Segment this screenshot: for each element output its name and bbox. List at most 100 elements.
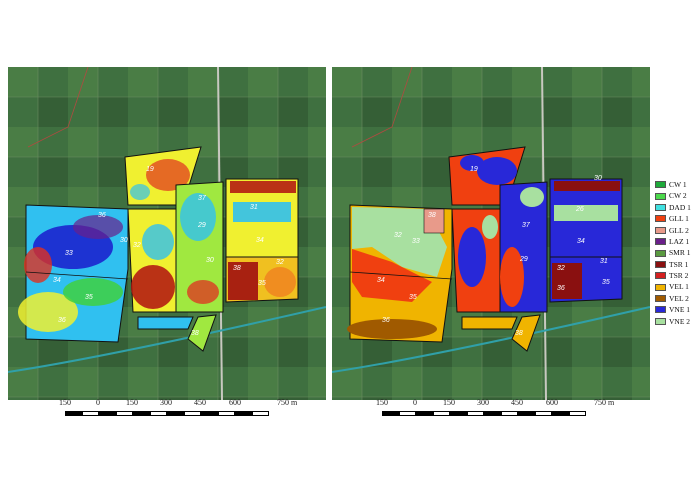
legend-item: TSR 1 <box>655 259 699 270</box>
legend-swatch <box>655 283 666 291</box>
zone-vne1 <box>460 155 484 171</box>
zone-label: 26 <box>575 206 584 213</box>
field-38 <box>511 314 541 352</box>
legend-swatch <box>655 317 666 325</box>
zone-vne2 <box>520 187 544 207</box>
legend-swatch <box>655 238 666 246</box>
vegetation-index-map: 19 30 32 33 34 35 36 37 38 29 30 31 32 34 35 36 38 <box>8 67 326 400</box>
zone-label: 32 <box>133 242 141 249</box>
legend-item: LAZ 1 <box>655 236 699 247</box>
zone-gll2 <box>423 208 445 234</box>
legend-label: VNE 1 <box>669 305 691 315</box>
scale-segment <box>552 411 569 416</box>
zone-vne2 <box>352 207 447 277</box>
legend-label: VEL 2 <box>669 293 689 303</box>
legend-swatch <box>655 249 666 257</box>
zone-label: 38 <box>233 265 241 272</box>
scale-segment <box>218 411 235 416</box>
scale-bar: 150 0 150 300 450 600 750 m <box>55 398 325 432</box>
boundary-line <box>27 67 89 148</box>
legend-label: GLL 1 <box>669 214 689 224</box>
scale-segment <box>450 411 467 416</box>
zone-label: 35 <box>85 294 93 301</box>
legend-swatch <box>655 306 666 314</box>
classification-map: 19 34 32 33 35 36 37 38 29 30 26 34 35 36 38 31 32 <box>332 67 650 400</box>
zone-label: 30 <box>206 257 214 264</box>
legend-label: VEL 1 <box>669 282 689 292</box>
zone-label: 35 <box>409 294 417 301</box>
legend-label: TSR 2 <box>669 271 689 281</box>
zone-vne2 <box>554 205 618 221</box>
scale-segment <box>467 411 484 416</box>
field-zone <box>228 262 258 300</box>
scale-tick-label: 450 <box>511 398 523 407</box>
zone-gll1 <box>352 249 432 302</box>
legend-label: SMR 1 <box>669 248 691 258</box>
legend-swatch <box>655 295 666 303</box>
zone-label: 30 <box>594 175 602 182</box>
zone-label: 37 <box>522 222 531 229</box>
zone-label: 35 <box>602 279 610 286</box>
scale-tick-label: 600 <box>229 398 241 407</box>
scale-segment <box>569 411 586 416</box>
legend-item: VEL 1 <box>655 282 699 293</box>
scale-segment <box>133 411 150 416</box>
zone-tsr1 <box>554 181 620 191</box>
zone-label: 32 <box>394 232 402 239</box>
classification-map-svg: 19 34 32 33 35 36 37 38 29 30 26 34 35 36 38 31 32 <box>332 67 650 400</box>
legend-swatch <box>655 215 666 223</box>
field-boundary <box>25 271 129 280</box>
scale-segment <box>518 411 535 416</box>
field-zone <box>230 181 296 193</box>
scale-segment <box>167 411 184 416</box>
scale-tick-label: 150 <box>126 398 138 407</box>
legend-item: GLL 2 <box>655 225 699 236</box>
legend-label: LAZ 1 <box>669 236 690 246</box>
field-zone <box>142 224 174 260</box>
field-zone <box>24 247 52 283</box>
field-zone <box>130 184 150 200</box>
field-zone <box>264 267 296 297</box>
scale-segment <box>399 411 416 416</box>
scale-segment <box>416 411 433 416</box>
zone-label: 34 <box>53 277 61 284</box>
legend-item: DAD 1 <box>655 202 699 213</box>
scale-segment <box>382 411 399 416</box>
zone-label: 36 <box>557 285 565 292</box>
field-zone <box>180 193 216 241</box>
zone-label: 34 <box>577 238 585 245</box>
field-zone <box>187 280 219 304</box>
scale-bar: 150 0 150 300 450 600 750 m <box>372 398 642 432</box>
zone-label: 38 <box>515 330 523 337</box>
field-zone <box>233 202 291 222</box>
zone-label: 34 <box>256 237 264 244</box>
legend-item: GLL 1 <box>655 213 699 224</box>
scale-tick-label: 0 <box>413 398 417 407</box>
scale-tick-label: 150 <box>59 398 71 407</box>
zone-label: 30 <box>120 237 128 244</box>
legend-item: VNE 1 <box>655 304 699 315</box>
scale-tick-label: 600 <box>546 398 558 407</box>
field-boundary <box>349 271 453 280</box>
scale-tick-label: 300 <box>477 398 489 407</box>
scale-segment <box>501 411 518 416</box>
scale-segment <box>82 411 99 416</box>
zone-label: 38 <box>191 330 199 337</box>
legend-swatch <box>655 181 666 189</box>
legend-item: CW 1 <box>655 179 699 190</box>
legend-swatch <box>655 226 666 234</box>
scale-segment <box>65 411 82 416</box>
scale-tick-label: 450 <box>194 398 206 407</box>
scale-segment <box>99 411 116 416</box>
scale-segment <box>252 411 269 416</box>
scale-segment <box>484 411 501 416</box>
scale-tick-label: 750 m <box>277 398 298 407</box>
zone-gll1 <box>500 247 524 307</box>
legend-label: CW 2 <box>669 191 687 201</box>
zone-label: 33 <box>412 238 420 245</box>
zone-labels: 19 34 32 33 35 36 37 38 29 30 26 34 35 36 38 31 32 <box>377 166 610 337</box>
zone-label: 33 <box>65 250 73 257</box>
zone-vne1 <box>477 157 517 185</box>
legend: CW 1 CW 2 DAD 1 GLL 1 GLL 2 LAZ 1 SMR 1 TSR 1 TS… <box>655 179 699 327</box>
zone-vne2 <box>482 215 498 239</box>
